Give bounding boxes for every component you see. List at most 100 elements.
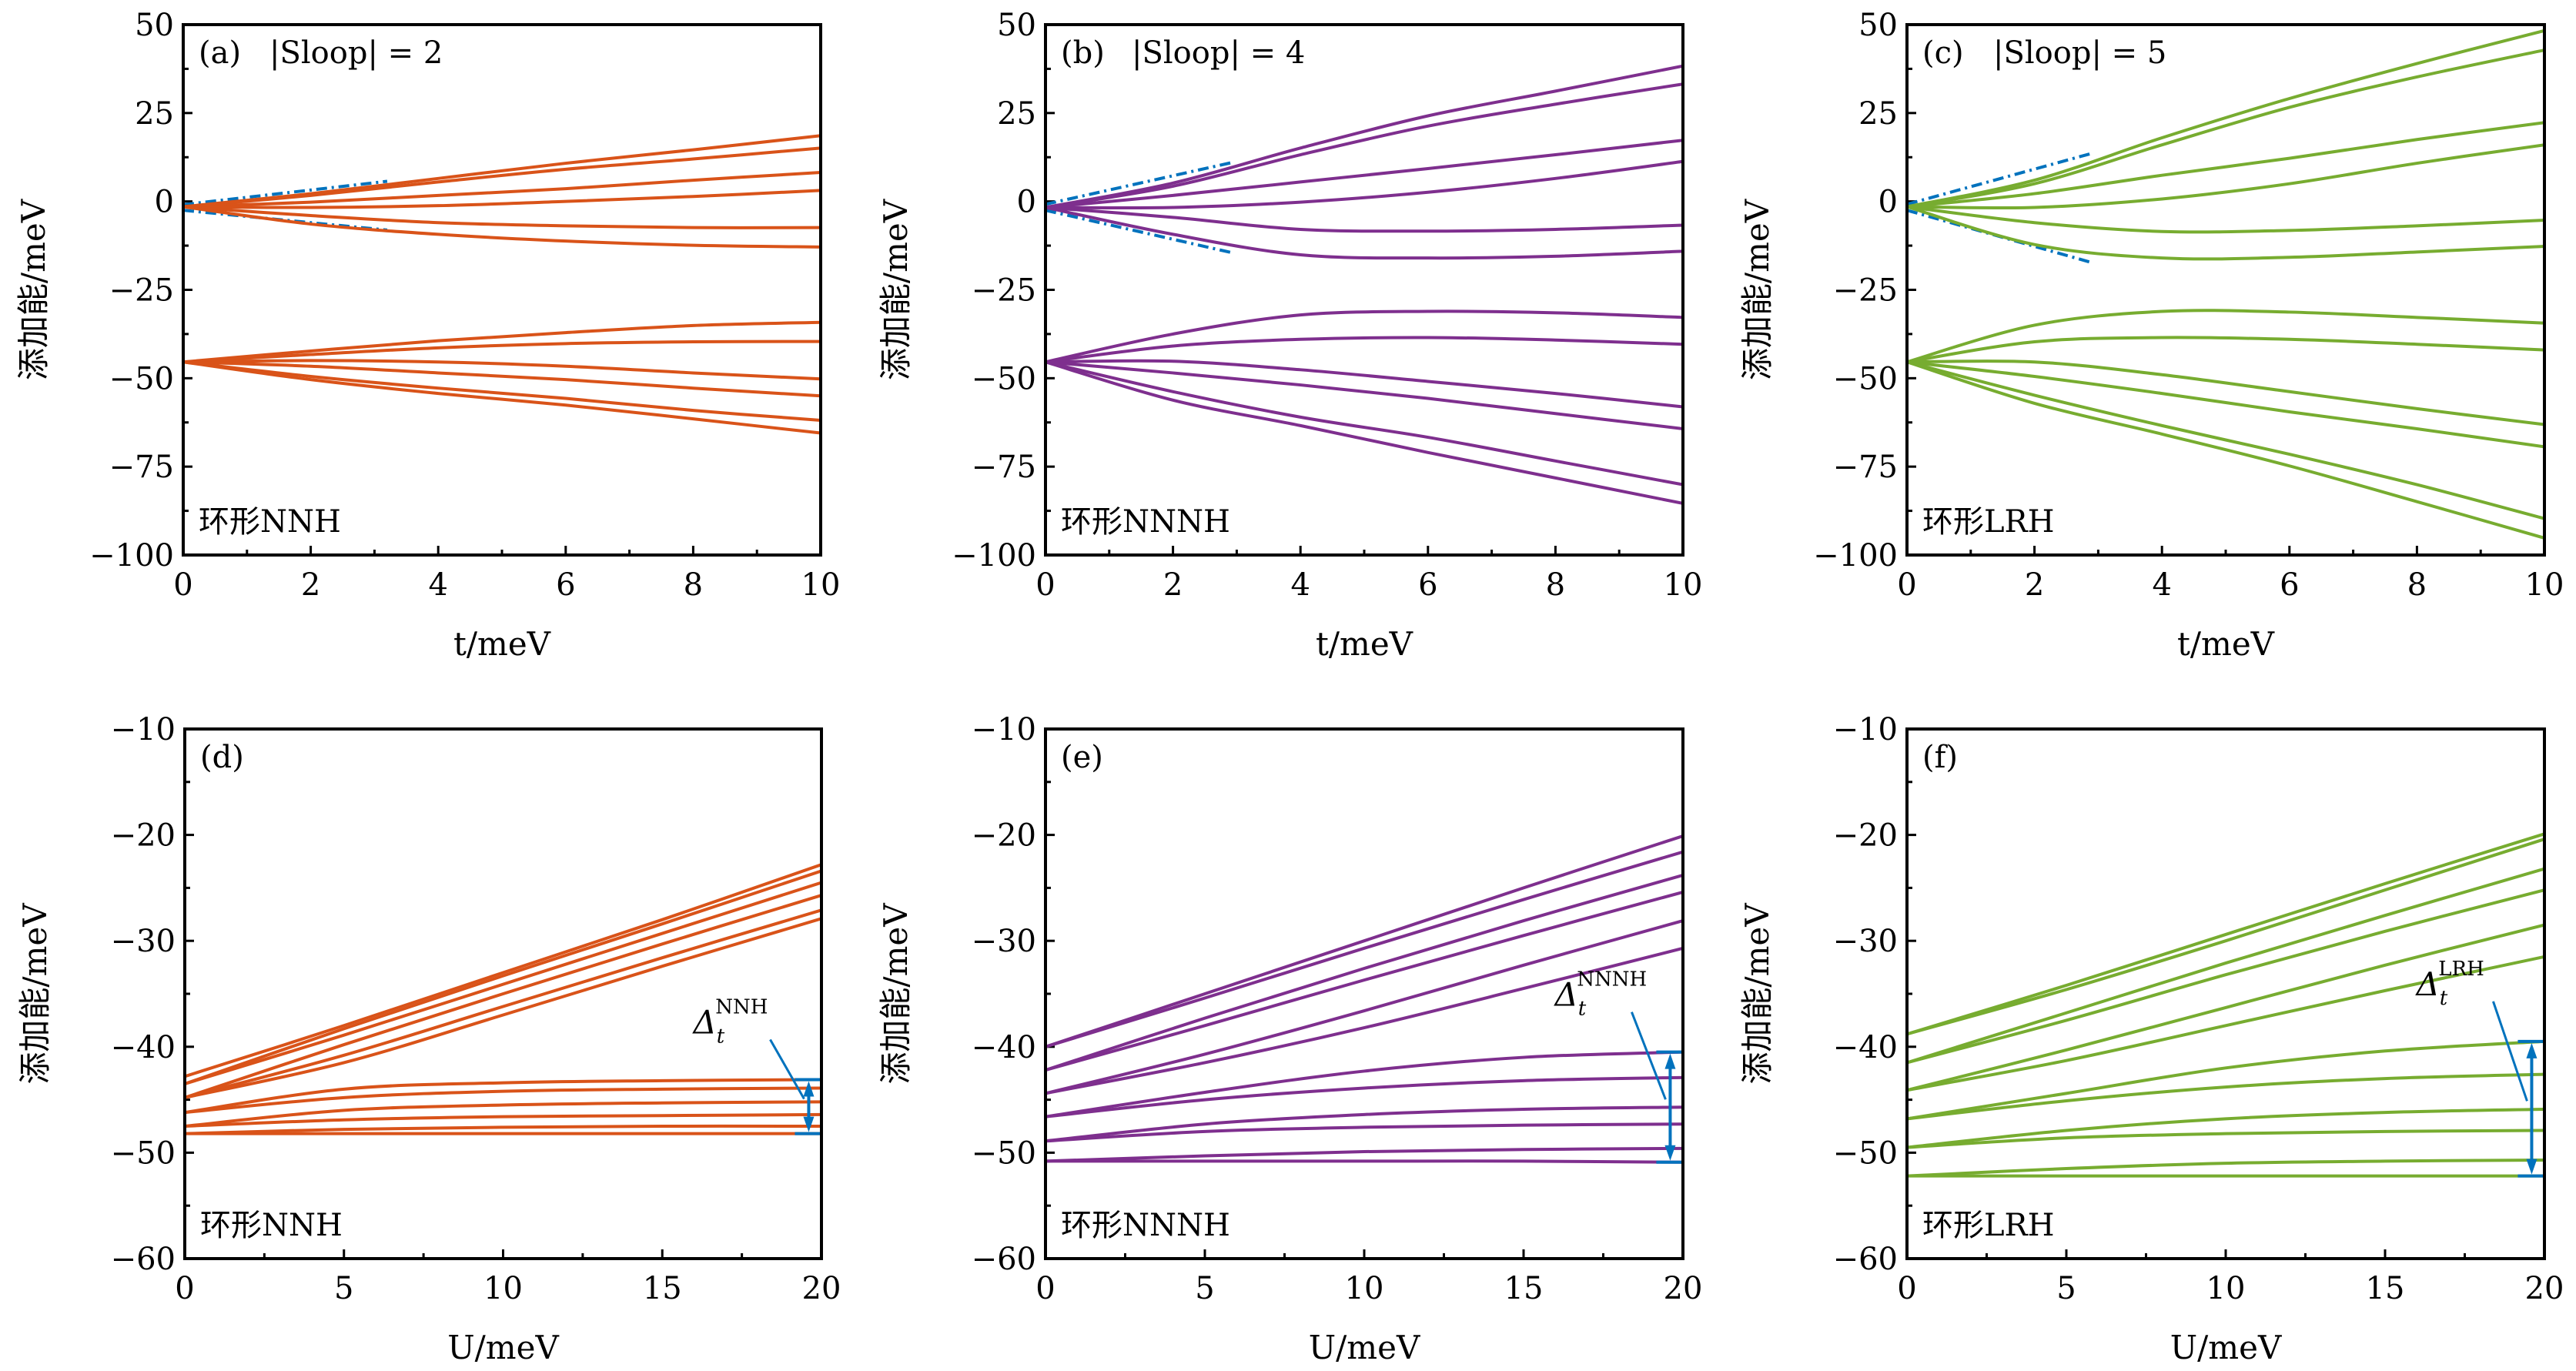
y-tick-label: 0 xyxy=(155,185,174,220)
series-lower-4 xyxy=(1045,360,1683,431)
series-upper-5 xyxy=(1045,919,1683,1095)
x-tick-label: 0 xyxy=(173,567,192,603)
series-upper-4 xyxy=(1045,890,1683,1072)
y-tick-label: −10 xyxy=(111,712,176,747)
series-lower-1 xyxy=(185,1078,821,1115)
x-tick-label: 15 xyxy=(643,1271,682,1306)
series-upper-4 xyxy=(185,894,821,1099)
x-tick-label: 5 xyxy=(2056,1271,2076,1306)
series-upper-3 xyxy=(1907,121,2544,209)
x-tick-label: 20 xyxy=(802,1271,841,1306)
x-tick-label: 8 xyxy=(1546,567,1565,603)
gap-label-subscript: t xyxy=(2440,987,2448,1010)
series-upper-5 xyxy=(1907,205,2544,234)
x-tick-label: 10 xyxy=(1664,567,1703,603)
series-upper-3 xyxy=(185,881,821,1085)
gap-annotation: Δt NNNH xyxy=(1553,968,1683,1164)
x-tick-label: 0 xyxy=(1035,1271,1055,1306)
y-tick-label: −30 xyxy=(972,924,1036,959)
y-axis-label: 添加能/meV xyxy=(16,903,54,1085)
series-upper-3 xyxy=(183,171,821,209)
series-lower-2 xyxy=(1045,336,1683,364)
series-upper-2 xyxy=(1907,48,2544,209)
series-lower-5 xyxy=(183,360,821,422)
y-axis-label: 添加能/meV xyxy=(1738,199,1776,380)
x-tick-label: 2 xyxy=(1163,567,1183,603)
series-lower-2 xyxy=(1907,336,2544,364)
arrow-down-icon xyxy=(1664,1145,1676,1161)
arrow-up-icon xyxy=(2526,1042,2538,1058)
y-tick-label: 50 xyxy=(135,8,174,43)
y-tick-label: 25 xyxy=(135,96,174,132)
y-tick-label: −20 xyxy=(111,818,176,854)
plot-frame xyxy=(1044,727,1684,1260)
y-tick-label: −75 xyxy=(1833,450,1898,485)
y-tick-label: −50 xyxy=(109,361,174,396)
series-lower-5 xyxy=(1907,360,2544,520)
x-tick-label: 10 xyxy=(1345,1271,1384,1306)
series-lower-3 xyxy=(1907,359,2544,426)
series-lower-2 xyxy=(1907,1072,2544,1121)
series-lower-1 xyxy=(1045,309,1683,364)
series-upper-1 xyxy=(1907,28,2544,209)
y-tick-label: −40 xyxy=(111,1030,176,1065)
y-tick-label: −75 xyxy=(972,450,1036,485)
series-lower-2 xyxy=(183,339,821,364)
gap-annotation: Δt LRH xyxy=(2414,958,2544,1178)
series-lower-6 xyxy=(183,360,821,435)
arrow-up-icon xyxy=(803,1081,815,1097)
plot-frame xyxy=(183,727,823,1260)
x-tick-label: 10 xyxy=(2206,1271,2246,1306)
arrow-up-icon xyxy=(1664,1053,1676,1069)
series-upper-5 xyxy=(185,908,821,1099)
y-tick-label: −10 xyxy=(972,712,1036,747)
series-lower-3 xyxy=(1045,359,1683,409)
plot-frame xyxy=(1044,23,1684,557)
y-tick-label: −100 xyxy=(1813,538,1898,573)
x-tick-label: 4 xyxy=(1290,567,1310,603)
asymptote-upper-line xyxy=(1045,160,1234,206)
asymptote-lower-line xyxy=(1045,209,1234,255)
gap-annotation: Δt NNH xyxy=(691,995,821,1135)
y-tick-label: −30 xyxy=(111,924,176,959)
series-lower-6 xyxy=(1045,360,1683,505)
panel-label: (a) xyxy=(199,35,241,71)
series-lower-5 xyxy=(185,1124,821,1135)
series-lower-1 xyxy=(1045,1050,1683,1119)
series-upper-2 xyxy=(1045,850,1683,1048)
series-upper-6 xyxy=(1045,946,1683,1095)
arrow-down-icon xyxy=(803,1116,815,1132)
gap-label-symbol: Δ xyxy=(1553,976,1577,1014)
panel-label: (e) xyxy=(1061,740,1103,775)
x-axis-label: t/meV xyxy=(2177,625,2275,663)
y-tick-label: 0 xyxy=(1878,185,1898,220)
y-axis-label: 添加能/meV xyxy=(877,903,915,1085)
y-axis-label: 添加能/meV xyxy=(877,199,915,380)
gap-label-superscript: NNH xyxy=(715,995,768,1018)
y-tick-label: −25 xyxy=(972,273,1036,309)
gap-label-superscript: NNNH xyxy=(1577,968,1647,991)
series-upper-5 xyxy=(1907,923,2544,1092)
series-upper-3 xyxy=(1045,873,1683,1072)
series-upper-3 xyxy=(1907,867,2544,1065)
series-upper-4 xyxy=(1907,888,2544,1065)
series-lower-3 xyxy=(185,1100,821,1128)
x-tick-label: 2 xyxy=(301,567,320,603)
panel-note: 环形NNH xyxy=(199,504,341,540)
y-tick-label: 0 xyxy=(1017,185,1036,220)
gap-label-subscript: t xyxy=(717,1025,725,1048)
series-lower-5 xyxy=(1907,1159,2544,1178)
series-lower-4 xyxy=(1907,360,2544,449)
x-axis-label: t/meV xyxy=(453,625,551,663)
series-upper-4 xyxy=(1045,159,1683,209)
panel-title: |Sloop| = 2 xyxy=(269,35,443,71)
y-tick-label: −25 xyxy=(1833,273,1898,309)
x-axis-label: t/meV xyxy=(1316,625,1413,663)
series-lower-4 xyxy=(183,360,821,398)
x-tick-label: 6 xyxy=(2280,567,2299,603)
y-tick-label: −50 xyxy=(1833,1135,1898,1171)
x-tick-label: 0 xyxy=(1035,567,1055,603)
